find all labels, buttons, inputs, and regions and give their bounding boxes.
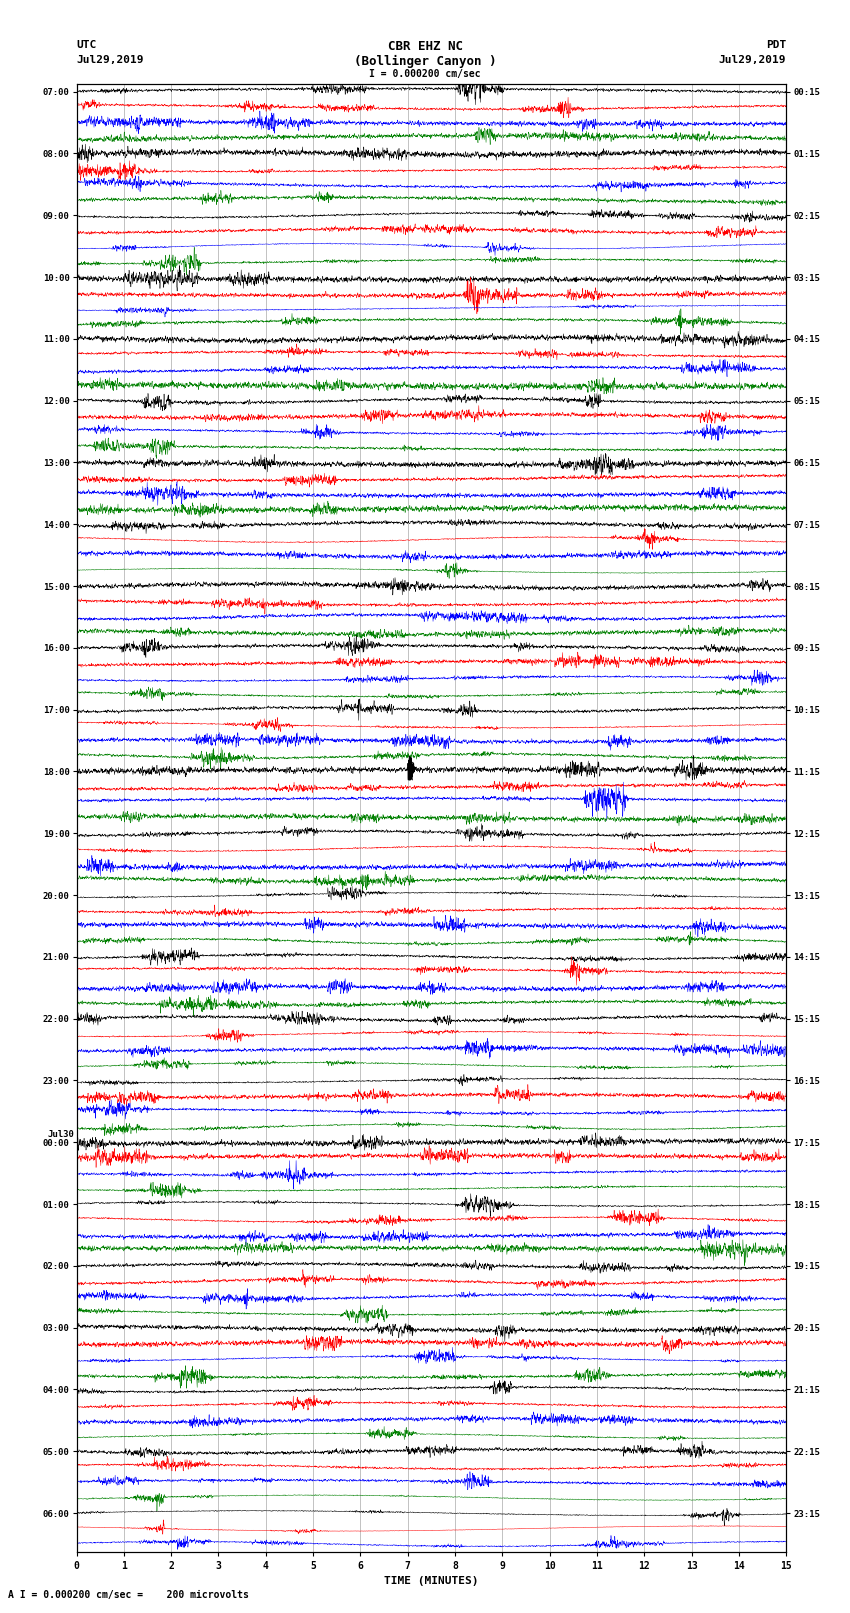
Text: I = 0.000200 cm/sec: I = 0.000200 cm/sec: [369, 69, 481, 79]
Text: CBR EHZ NC: CBR EHZ NC: [388, 40, 462, 53]
Text: UTC: UTC: [76, 40, 97, 50]
Text: Jul30: Jul30: [48, 1131, 75, 1139]
Text: Jul29,2019: Jul29,2019: [76, 55, 144, 65]
Text: PDT: PDT: [766, 40, 786, 50]
Text: (Bollinger Canyon ): (Bollinger Canyon ): [354, 55, 496, 68]
Text: A I = 0.000200 cm/sec =    200 microvolts: A I = 0.000200 cm/sec = 200 microvolts: [8, 1590, 249, 1600]
X-axis label: TIME (MINUTES): TIME (MINUTES): [384, 1576, 479, 1586]
Text: Jul29,2019: Jul29,2019: [719, 55, 786, 65]
